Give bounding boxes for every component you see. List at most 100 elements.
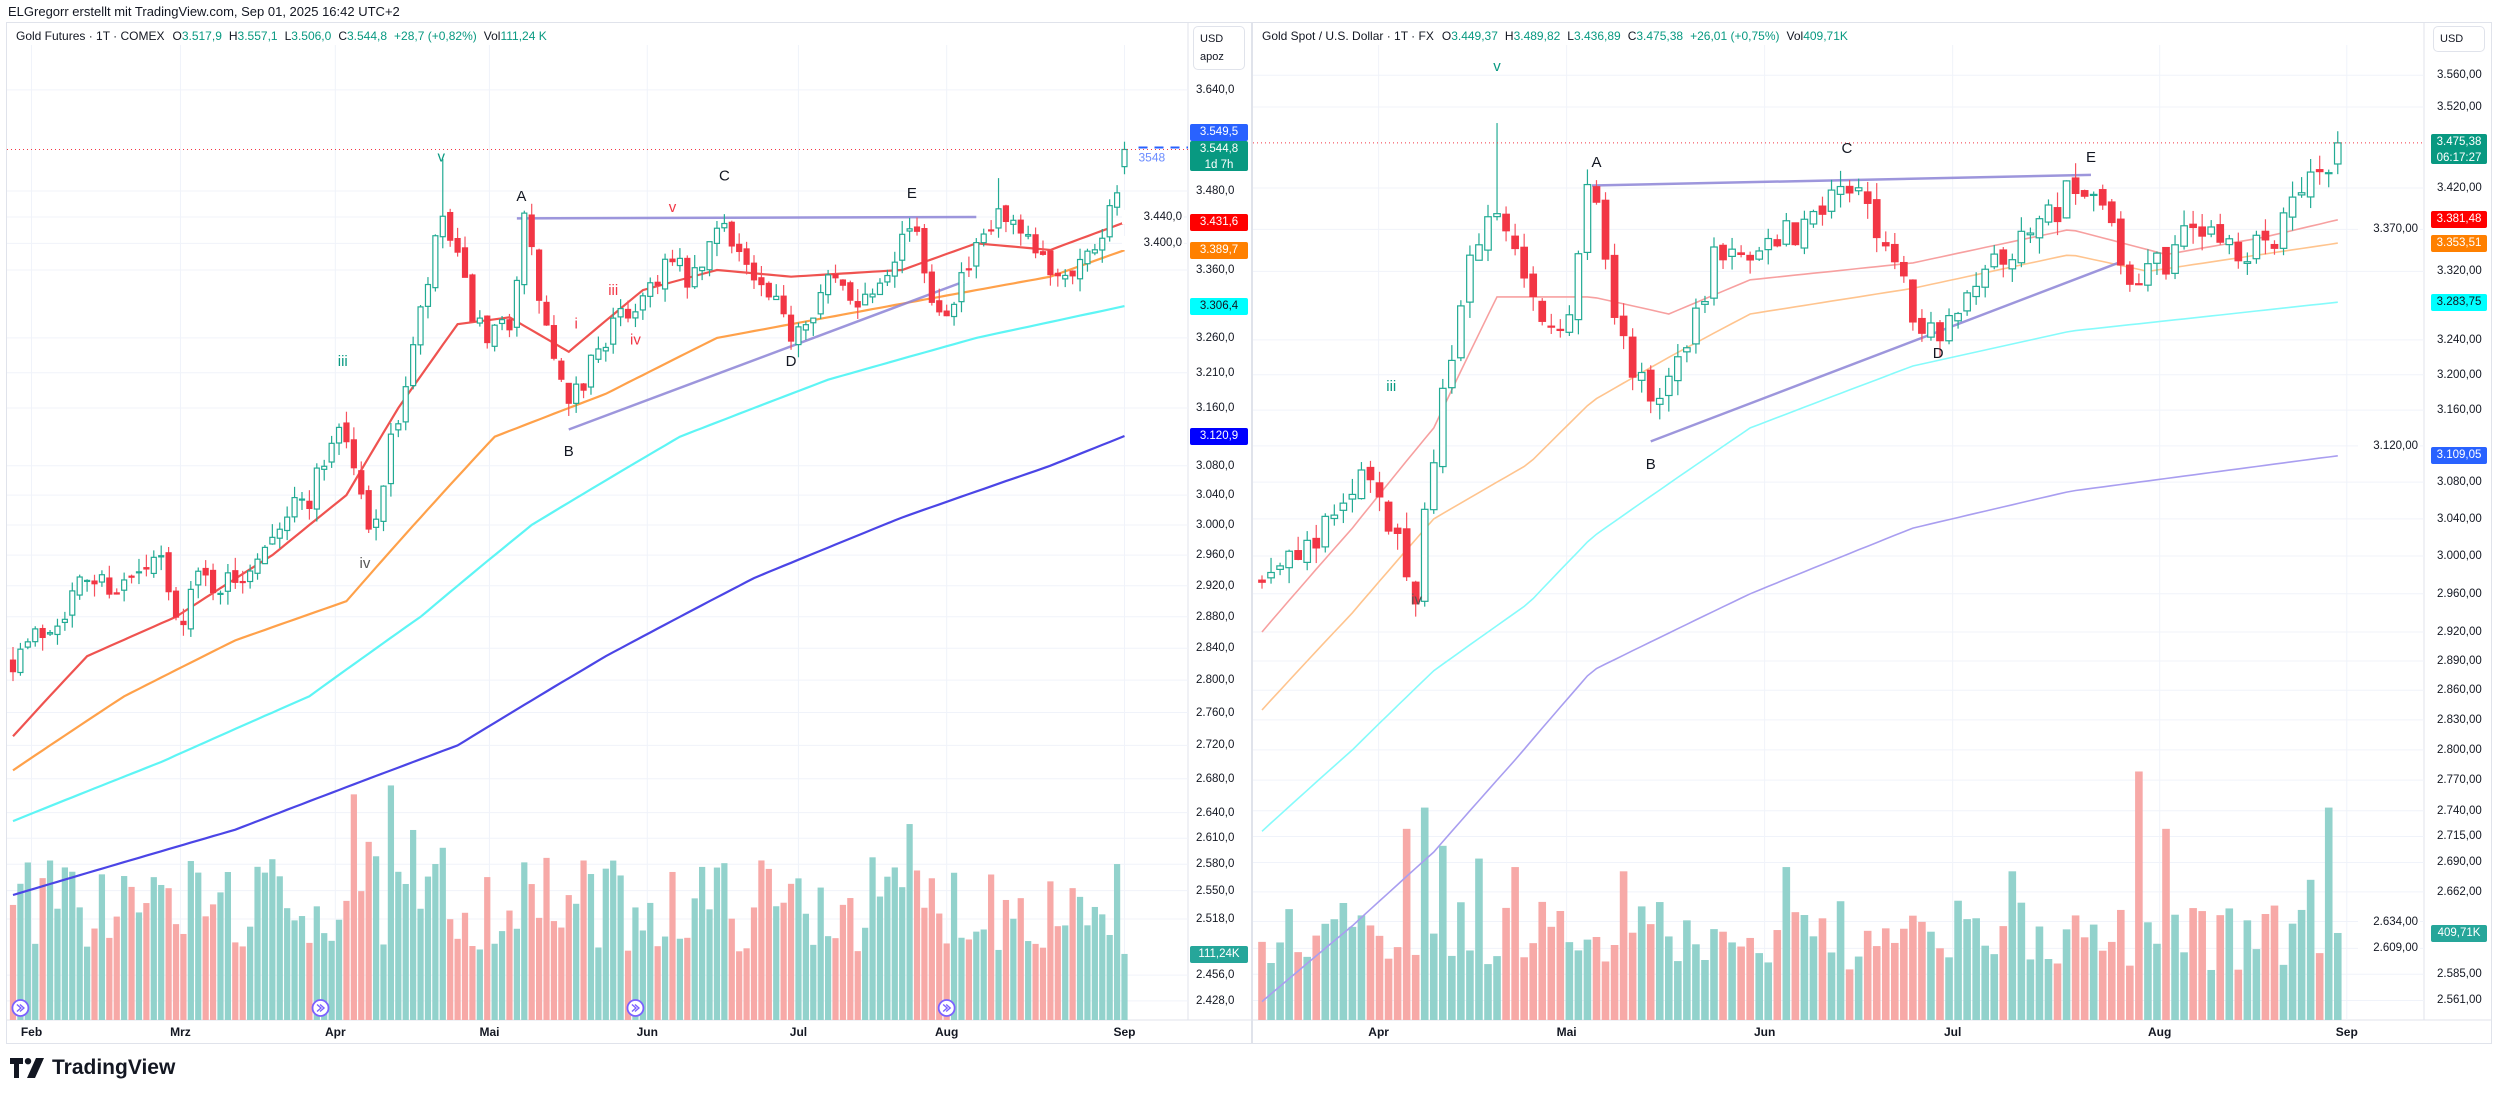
candle xyxy=(573,376,580,413)
volume-bar xyxy=(1032,943,1039,1020)
volume-bar xyxy=(1538,901,1547,1020)
volume-bar xyxy=(1800,915,1809,1020)
wave-label[interactable]: B xyxy=(564,443,574,460)
volume-bar xyxy=(1493,956,1501,1020)
candle-body xyxy=(172,590,180,618)
volume-bar xyxy=(624,950,632,1020)
price-axis-tick: 3.200,00 xyxy=(2437,368,2482,381)
economic-event-icon[interactable] xyxy=(937,999,956,1017)
wave-label[interactable]: iv xyxy=(630,331,641,348)
candle xyxy=(1047,250,1054,286)
volume-bar xyxy=(224,872,232,1020)
candle xyxy=(536,248,543,314)
volume-bar xyxy=(1963,919,1971,1020)
currency-scale-button-right[interactable]: USD xyxy=(2433,26,2485,52)
trendline[interactable] xyxy=(516,215,977,220)
wave-label[interactable]: A xyxy=(516,188,526,205)
candle xyxy=(1791,222,1800,246)
trendline[interactable] xyxy=(1650,261,2119,443)
wave-label[interactable]: iv xyxy=(1411,591,1422,608)
candle xyxy=(839,279,847,291)
wave-label[interactable]: A xyxy=(1591,154,1601,171)
wave-label[interactable]: iv xyxy=(360,555,371,572)
volume-series xyxy=(1258,771,2342,1020)
volume-bar xyxy=(2062,929,2071,1020)
wave-label[interactable]: D xyxy=(1933,345,1944,362)
wave-label[interactable]: iii xyxy=(1386,378,1396,395)
wave-label[interactable]: D xyxy=(786,353,797,370)
wave-label[interactable]: C xyxy=(1841,140,1852,157)
candle-body xyxy=(773,295,780,301)
trendline[interactable] xyxy=(1591,173,2091,187)
candle xyxy=(617,299,624,327)
candle-body xyxy=(1538,300,1547,322)
candle xyxy=(565,382,572,416)
wave-label[interactable]: v xyxy=(669,199,677,216)
candle xyxy=(780,285,787,318)
volume-bar xyxy=(343,900,350,1020)
symbol-title[interactable]: Gold Spot / U.S. Dollar · 1T · FX xyxy=(1262,29,1434,43)
volume-bar xyxy=(1646,924,1655,1020)
candle-body xyxy=(209,569,217,594)
volume-value: 409,71K xyxy=(1803,29,1848,43)
candle xyxy=(1321,513,1330,553)
candle-body xyxy=(24,641,31,648)
wave-label[interactable]: C xyxy=(719,168,730,185)
price-axis-tick: 3.400,0 xyxy=(1122,236,1184,251)
wave-label[interactable]: E xyxy=(2086,149,2096,166)
volume-bar xyxy=(2053,963,2062,1020)
candle xyxy=(1393,523,1402,550)
candle-body xyxy=(17,648,24,674)
chart-pane-gold-futures[interactable] xyxy=(6,22,1252,1044)
wave-label[interactable]: v xyxy=(438,148,446,165)
candle-body xyxy=(76,576,83,596)
candle-body xyxy=(765,282,772,298)
candle xyxy=(950,301,958,326)
volume-bar xyxy=(750,907,758,1020)
price-axis-tick: 2.550,0 xyxy=(1196,884,1235,897)
candle-body xyxy=(876,282,884,296)
volume-bar xyxy=(2297,909,2306,1020)
chart-pane-gold-spot[interactable] xyxy=(1252,22,2492,1044)
wave-label[interactable]: iii xyxy=(338,353,348,370)
price-axis-tick: 3.420,00 xyxy=(2437,182,2482,194)
symbol-title[interactable]: Gold Futures · 1T · COMEX xyxy=(16,29,165,43)
candle-body xyxy=(1258,579,1266,583)
volume-bar xyxy=(439,847,446,1020)
candle xyxy=(202,560,209,587)
candle-body xyxy=(1646,369,1655,402)
volume-bar xyxy=(988,874,995,1020)
volume-bar xyxy=(1484,964,1492,1020)
wave-label[interactable]: iii xyxy=(608,282,618,299)
candle xyxy=(1384,500,1393,535)
volume-bar xyxy=(1900,928,1908,1020)
candle xyxy=(558,357,565,382)
trendline[interactable] xyxy=(568,280,965,431)
economic-event-icon[interactable] xyxy=(11,999,30,1017)
price-axis-tick: 3.000,0 xyxy=(1196,518,1235,531)
wave-label[interactable]: v xyxy=(1493,58,1501,75)
volume-bar xyxy=(1267,962,1275,1020)
candle xyxy=(1475,233,1483,261)
candle-body xyxy=(995,208,1002,229)
volume-bar xyxy=(1945,957,1953,1020)
candle-body xyxy=(632,311,639,319)
currency-scale-button-left[interactable]: USD apoz xyxy=(1193,26,1245,70)
tradingview-logo[interactable]: TradingView xyxy=(10,1056,175,1080)
economic-event-icon[interactable] xyxy=(311,999,330,1017)
candle-body xyxy=(224,572,231,592)
wave-label[interactable]: i xyxy=(574,315,577,332)
wave-label[interactable]: E xyxy=(907,185,917,202)
economic-event-icon[interactable] xyxy=(626,999,645,1017)
wave-label[interactable]: B xyxy=(1646,456,1656,473)
volume-bar xyxy=(780,902,787,1020)
price-tag-value: 3.549,5 xyxy=(1199,125,1239,138)
close-label: C xyxy=(338,29,347,43)
candle-body xyxy=(795,326,802,346)
candle-body xyxy=(180,620,187,626)
candle xyxy=(2207,220,2216,238)
candle-body xyxy=(2324,172,2333,175)
